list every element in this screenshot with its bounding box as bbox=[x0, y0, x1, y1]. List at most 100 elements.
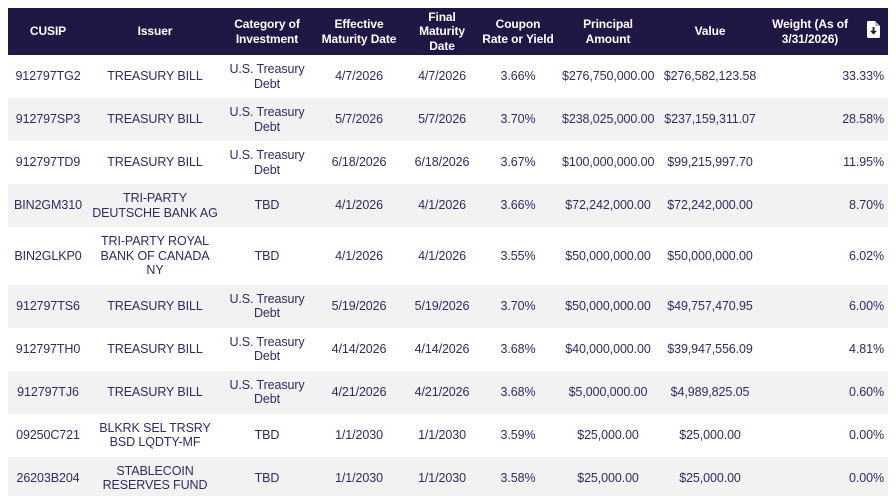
table-body: 912797TG2 TREASURY BILL U.S. Treasury De… bbox=[8, 55, 888, 496]
cell-coupon-rate-or-yield: 3.66% bbox=[500, 198, 536, 213]
table-row: 912797TD9 TREASURY BILL U.S. Treasury De… bbox=[8, 141, 888, 184]
cell-issuer: TREASURY BILL bbox=[107, 155, 203, 170]
column-header-value: Value bbox=[658, 8, 762, 55]
column-header-issuer: Issuer bbox=[88, 8, 222, 55]
cell-weight: 6.02% bbox=[849, 248, 884, 263]
cell-issuer: STABLECOIN RESERVES FUND bbox=[102, 463, 208, 493]
cell-weight: 11.95% bbox=[843, 155, 884, 170]
cell-weight: 28.58% bbox=[842, 112, 884, 127]
cell-effective-maturity-date: 4/14/2026 bbox=[331, 341, 387, 356]
table-header-row: CUSIP Issuer Category of Investment Effe… bbox=[8, 8, 888, 55]
cell-cusip: BIN2GM310 bbox=[14, 198, 82, 213]
cell-final-maturity-date: 1/1/2030 bbox=[418, 427, 466, 442]
cell-final-maturity-date: 5/7/2026 bbox=[418, 112, 466, 127]
cell-issuer: TREASURY BILL bbox=[107, 69, 203, 84]
cell-issuer: TREASURY BILL bbox=[107, 112, 203, 127]
cell-final-maturity-date: 6/18/2026 bbox=[414, 155, 470, 170]
cell-weight: 6.00% bbox=[849, 298, 884, 313]
cell-weight: 0.60% bbox=[849, 384, 884, 399]
cell-value: $237,159,311.07 bbox=[664, 112, 756, 127]
cell-principal-amount: $25,000.00 bbox=[577, 470, 639, 485]
cell-coupon-rate-or-yield: 3.59% bbox=[500, 427, 536, 442]
cell-principal-amount: $25,000.00 bbox=[577, 427, 639, 442]
cell-category: U.S. Treasury Debt bbox=[229, 377, 305, 407]
column-header-coupon-rate-or-yield: Coupon Rate or Yield bbox=[478, 8, 558, 55]
table-row: 26203B204 STABLECOIN RESERVES FUND TBD 1… bbox=[8, 456, 888, 496]
table-row: BIN2GM310 TRI-PARTY DEUTSCHE BANK AG TBD… bbox=[8, 184, 888, 227]
cell-effective-maturity-date: 5/7/2026 bbox=[335, 112, 383, 127]
cell-principal-amount: $50,000,000.00 bbox=[565, 248, 651, 263]
cell-coupon-rate-or-yield: 3.67% bbox=[500, 155, 536, 170]
cell-cusip: 912797SP3 bbox=[15, 112, 81, 127]
download-button[interactable] bbox=[866, 21, 880, 39]
cell-category: U.S. Treasury Debt bbox=[229, 105, 305, 134]
cell-effective-maturity-date: 1/1/2030 bbox=[335, 470, 383, 485]
cell-issuer: TRI-PARTY ROYAL BANK OF CANADA NY bbox=[100, 234, 210, 277]
cell-cusip: 26203B204 bbox=[16, 470, 80, 485]
table-header: CUSIP Issuer Category of Investment Effe… bbox=[8, 8, 888, 55]
cell-weight: 0.00% bbox=[849, 427, 884, 442]
cell-principal-amount: $50,000,000.00 bbox=[565, 298, 651, 313]
column-header-cusip: CUSIP bbox=[8, 8, 88, 55]
cell-effective-maturity-date: 4/1/2026 bbox=[335, 198, 383, 213]
cell-issuer: TREASURY BILL bbox=[107, 298, 203, 313]
cell-value: $25,000.00 bbox=[679, 427, 741, 442]
table-row: 912797SP3 TREASURY BILL U.S. Treasury De… bbox=[8, 98, 888, 141]
cell-coupon-rate-or-yield: 3.55% bbox=[500, 248, 536, 263]
cell-coupon-rate-or-yield: 3.70% bbox=[500, 298, 536, 313]
cell-weight: 33.33% bbox=[842, 69, 884, 84]
cell-effective-maturity-date: 5/19/2026 bbox=[331, 298, 387, 313]
holdings-table: CUSIP Issuer Category of Investment Effe… bbox=[8, 8, 888, 496]
cell-cusip: 912797TS6 bbox=[16, 298, 80, 313]
cell-principal-amount: $72,242,000.00 bbox=[565, 198, 651, 213]
cell-category: TBD bbox=[254, 248, 280, 263]
column-header-download bbox=[858, 8, 888, 55]
cell-category: U.S. Treasury Debt bbox=[229, 62, 305, 91]
cell-category: U.S. Treasury Debt bbox=[229, 291, 305, 321]
table-row: BIN2GLKP0 TRI-PARTY ROYAL BANK OF CANADA… bbox=[8, 227, 888, 285]
cell-value: $276,582,123.58 bbox=[663, 69, 757, 84]
cell-cusip: 912797TJ6 bbox=[17, 384, 79, 399]
cell-value: $4,989,825.05 bbox=[670, 384, 750, 399]
cell-principal-amount: $276,750,000.00 bbox=[562, 69, 655, 84]
cell-effective-maturity-date: 4/1/2026 bbox=[335, 248, 383, 263]
cell-weight: 8.70% bbox=[849, 198, 884, 213]
cell-category: TBD bbox=[254, 470, 280, 485]
cell-category: U.S. Treasury Debt bbox=[229, 148, 305, 177]
cell-coupon-rate-or-yield: 3.68% bbox=[500, 384, 536, 399]
cell-principal-amount: $100,000,000.00 bbox=[562, 155, 655, 170]
column-header-category: Category of Investment bbox=[222, 8, 312, 55]
file-download-icon bbox=[866, 21, 880, 39]
cell-category: TBD bbox=[254, 198, 280, 213]
column-header-weight: Weight (As of 3/31/2026) bbox=[762, 8, 858, 55]
cell-issuer: TREASURY BILL bbox=[107, 341, 203, 356]
cell-weight: 0.00% bbox=[849, 470, 884, 485]
cell-effective-maturity-date: 4/7/2026 bbox=[335, 69, 383, 84]
cell-issuer: BLKRK SEL TRSRY BSD LQDTY-MF bbox=[99, 420, 211, 450]
table-row: 912797TH0 TREASURY BILL U.S. Treasury De… bbox=[8, 327, 888, 371]
cell-cusip: 912797TD9 bbox=[15, 155, 81, 170]
cell-effective-maturity-date: 4/21/2026 bbox=[331, 384, 387, 399]
table-row: 912797TJ6 TREASURY BILL U.S. Treasury De… bbox=[8, 370, 888, 414]
cell-issuer: TRI-PARTY DEUTSCHE BANK AG bbox=[92, 191, 218, 220]
cell-cusip: BIN2GLKP0 bbox=[14, 248, 82, 263]
cell-final-maturity-date: 5/19/2026 bbox=[414, 298, 470, 313]
column-header-effective-maturity-date: Effective Maturity Date bbox=[312, 8, 406, 55]
cell-category: U.S. Treasury Debt bbox=[229, 334, 305, 364]
cell-issuer: TREASURY BILL bbox=[107, 384, 203, 399]
cell-cusip: 912797TH0 bbox=[15, 341, 81, 356]
cell-value: $25,000.00 bbox=[679, 470, 741, 485]
cell-value: $99,215,997.70 bbox=[667, 155, 753, 170]
cell-value: $50,000,000.00 bbox=[667, 248, 753, 263]
cell-final-maturity-date: 4/21/2026 bbox=[414, 384, 470, 399]
cell-effective-maturity-date: 6/18/2026 bbox=[331, 155, 387, 170]
cell-value: $72,242,000.00 bbox=[667, 198, 753, 213]
cell-final-maturity-date: 4/14/2026 bbox=[414, 341, 470, 356]
cell-principal-amount: $40,000,000.00 bbox=[565, 341, 651, 356]
cell-final-maturity-date: 4/1/2026 bbox=[418, 198, 466, 213]
cell-coupon-rate-or-yield: 3.70% bbox=[500, 112, 536, 127]
cell-weight: 4.81% bbox=[849, 341, 884, 356]
column-header-final-maturity-date: Final Maturity Date bbox=[406, 8, 478, 55]
cell-coupon-rate-or-yield: 3.58% bbox=[500, 470, 536, 485]
cell-value: $39,947,556.09 bbox=[667, 341, 753, 356]
